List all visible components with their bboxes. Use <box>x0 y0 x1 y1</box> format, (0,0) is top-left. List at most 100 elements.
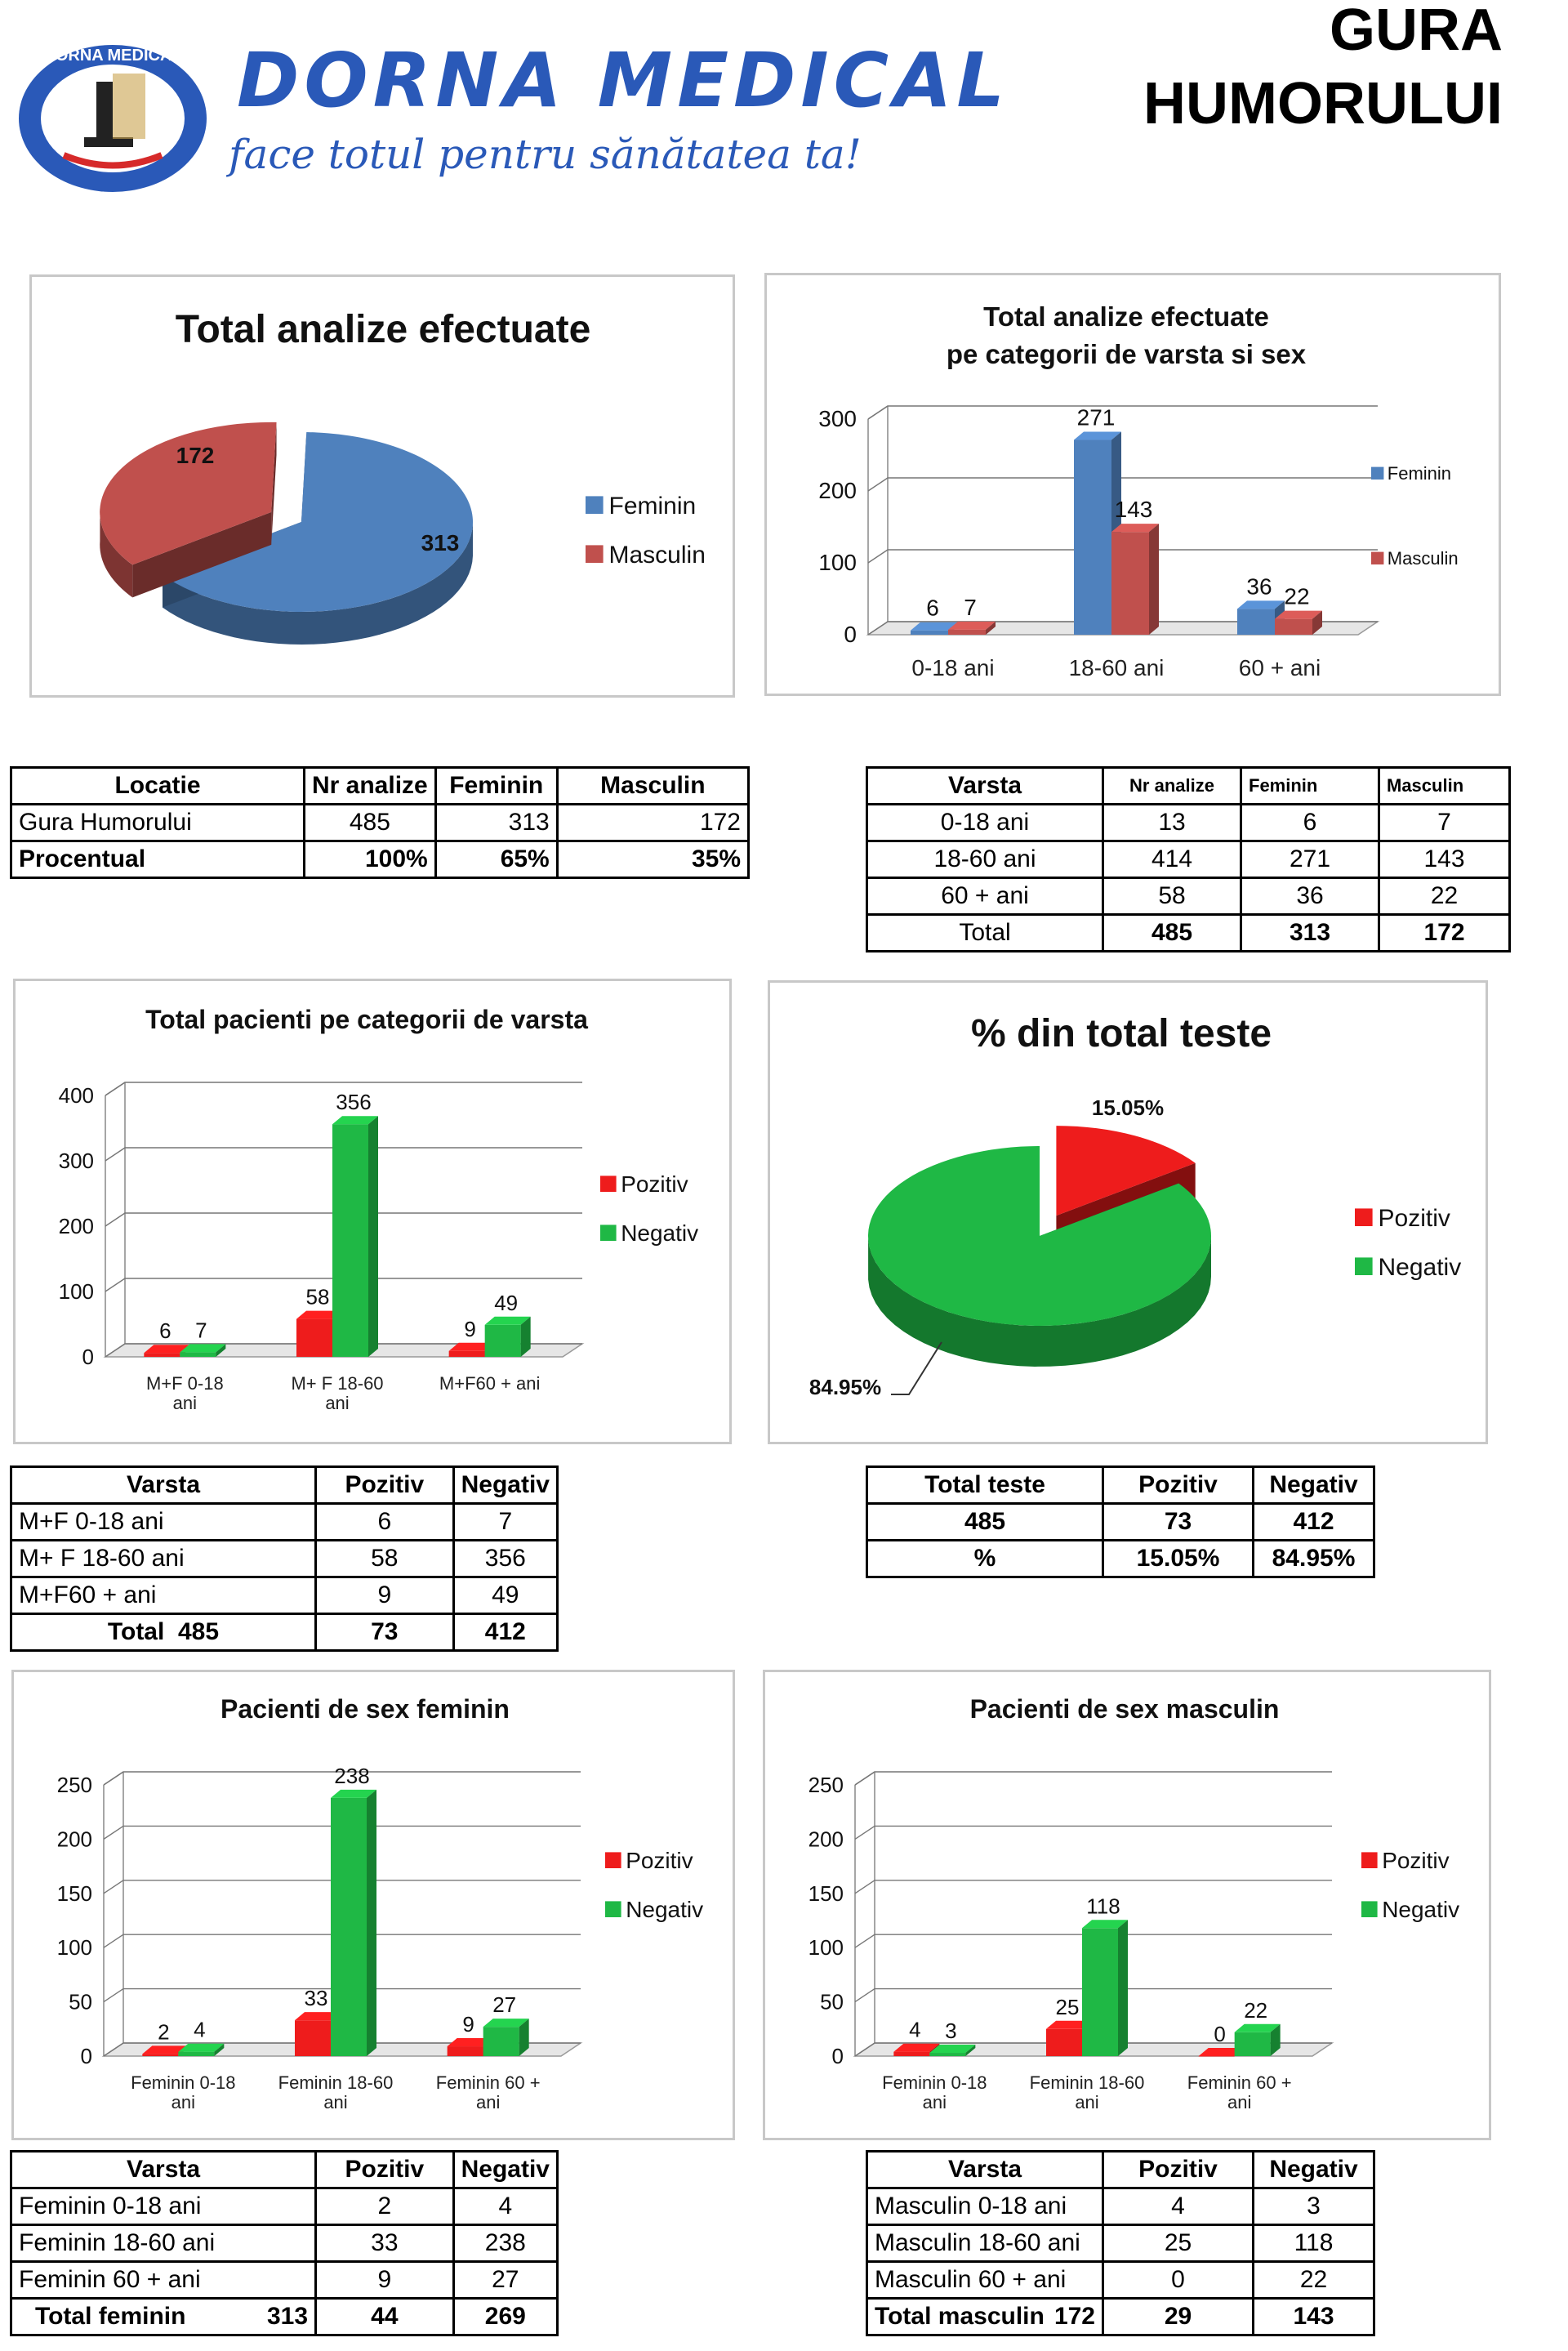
table-cell: 313 <box>434 803 559 842</box>
bar-masculin <box>1275 618 1312 635</box>
table-cell: Total feminin 313 <box>9 2297 318 2336</box>
table-row: 60 + ani 58 36 22 <box>866 877 1511 916</box>
bar-side-negativ <box>520 1316 531 1357</box>
legend-swatch-negativ <box>1361 1901 1378 1917</box>
legend-label: Negativ <box>1382 1897 1459 1922</box>
table-cell: 271 <box>1240 840 1380 879</box>
data-label: 143 <box>1115 497 1153 522</box>
table-cell: Total <box>866 913 1104 952</box>
table-total-teste: Total teste Pozitiv Negativ 485 73 412 %… <box>866 1465 1375 1578</box>
logo-badge: DORNA MEDICAL <box>19 45 207 192</box>
gridline <box>103 1880 581 1894</box>
table-cell: 4 <box>1102 2187 1254 2226</box>
x-tick-label: Feminin 0-18 ani <box>882 2072 987 2112</box>
gridline <box>105 1147 582 1162</box>
legend-swatch-negativ <box>1355 1257 1373 1275</box>
bar-top-negativ <box>483 2019 529 2028</box>
bar-side-negativ <box>519 2019 529 2056</box>
total-label: Total feminin <box>35 2303 186 2330</box>
table-header: Total teste <box>866 1465 1104 1505</box>
gridline <box>867 477 1378 492</box>
pie-slice-negativ <box>868 1146 1211 1326</box>
gridline <box>867 621 1378 636</box>
table-cell: 44 <box>314 2297 455 2336</box>
table-row: Gura Humorului 485 313 172 <box>10 803 751 842</box>
table-row: Feminin 18-60 ani 33 238 <box>9 2224 559 2263</box>
x-tick-label: Feminin 60 + ani <box>1187 2072 1292 2112</box>
bar-pozitiv <box>1046 2028 1082 2056</box>
x-tick-label: 0-18 ani <box>911 655 994 680</box>
bar-pozitiv <box>142 2054 179 2056</box>
bar-negativ <box>483 2027 519 2056</box>
legend-swatch-pozitiv <box>605 1852 621 1868</box>
table-cell: 65% <box>434 840 559 879</box>
table-cell: 49 <box>452 1576 559 1615</box>
table-cell: 22 <box>1252 2260 1375 2300</box>
bar-top-negativ <box>929 2045 976 2054</box>
chart-title: Total pacienti pe categorii de varsta <box>145 1005 588 1034</box>
bar-negativ <box>332 1124 368 1357</box>
data-label: 22 <box>1244 1998 1267 2023</box>
table-row: M+F60 + ani 9 49 <box>10 1576 559 1615</box>
total-label: Total masculin <box>875 2303 1045 2330</box>
data-label: 2 <box>158 2019 169 2044</box>
table-row: M+ F 18-60 ani 58 356 <box>10 1539 559 1578</box>
legend-label: Pozitiv <box>626 1848 693 1873</box>
table-cell: 3 <box>1252 2187 1375 2226</box>
table-locatie: Locatie Nr analize Feminin Masculin Gura… <box>10 766 751 879</box>
chart-title: Total analize efectuate <box>176 308 591 351</box>
legend-label: Masculin <box>1388 548 1459 569</box>
table-row: Masculin 18-60 ani 25 118 <box>866 2224 1375 2263</box>
table-header-row: Varsta Pozitiv Negativ <box>866 2150 1375 2189</box>
table-row: % 15.05% 84.95% <box>866 1539 1375 1578</box>
bar-feminin <box>1074 439 1111 635</box>
table-header-row: Varsta Pozitiv Negativ <box>10 1465 559 1505</box>
table-cell: 485 <box>866 1502 1104 1541</box>
bar-top-negativ <box>331 1789 376 1798</box>
bar-top-negativ <box>332 1116 378 1125</box>
table-cell: Feminin 0-18 ani <box>9 2187 318 2226</box>
table-header: Negativ <box>452 2150 559 2189</box>
bar-top-pozitiv <box>447 2038 493 2047</box>
legend-label: Feminin <box>1388 463 1451 484</box>
city-line-2: HUMORULUI <box>1143 71 1503 136</box>
table-cell: M+F60 + ani <box>10 1576 317 1615</box>
pie-chart-total-analize: Total analize efectuate 313 172 Feminin Masc… <box>100 308 706 645</box>
data-label: 9 <box>464 1317 475 1341</box>
bar-negativ <box>484 1324 521 1357</box>
y-tick-label: 100 <box>59 1279 94 1304</box>
bar-negativ <box>1234 2032 1271 2056</box>
table-cell: 238 <box>452 2224 559 2263</box>
data-label: 313 <box>421 530 460 555</box>
table-row: 18-60 ani 414 271 143 <box>866 840 1511 879</box>
legend-swatch-masculin <box>1371 551 1384 564</box>
bar-feminin <box>1237 609 1275 635</box>
total-count: 172 <box>1054 2303 1095 2330</box>
legend-label: Negativ <box>621 1220 698 1246</box>
bar-top-pozitiv <box>295 2012 341 2021</box>
table-cell: Masculin 18-60 ani <box>866 2224 1104 2263</box>
bar-side-masculin <box>1149 524 1159 635</box>
y-tick-label: 150 <box>808 1881 844 1906</box>
table-cell: 25 <box>1102 2224 1254 2263</box>
chart-panel-feminin: Pacienti de sex feminin 0 50 100 150 200 250 2 4… <box>11 1670 735 2140</box>
gridline <box>103 1825 581 1840</box>
x-tick-label: M+F60 + ani <box>439 1373 541 1394</box>
bar-negativ <box>180 1352 216 1357</box>
table-cell: 58 <box>1102 877 1242 916</box>
bar-top-pozitiv <box>142 2045 189 2054</box>
legend-swatch-feminin <box>1371 466 1384 480</box>
table-cell: Masculin 60 + ani <box>866 2260 1104 2300</box>
data-label: 27 <box>492 1992 516 2017</box>
pie-slice-pozitiv <box>1056 1126 1196 1216</box>
pie-side-masculin <box>100 508 133 598</box>
table-cell: 36 <box>1240 877 1380 916</box>
y-tick-label: 200 <box>808 1827 844 1851</box>
table-row: Total 485 313 172 <box>866 913 1511 952</box>
y-tick-label: 200 <box>57 1827 92 1851</box>
chart-title: % din total teste <box>971 1012 1272 1055</box>
table-header-row: Total teste Pozitiv Negativ <box>866 1465 1375 1505</box>
legend-label: Pozitiv <box>1382 1848 1449 1873</box>
table-cell: 9 <box>314 2260 455 2300</box>
table-cell: Total 485 <box>10 1613 317 1652</box>
